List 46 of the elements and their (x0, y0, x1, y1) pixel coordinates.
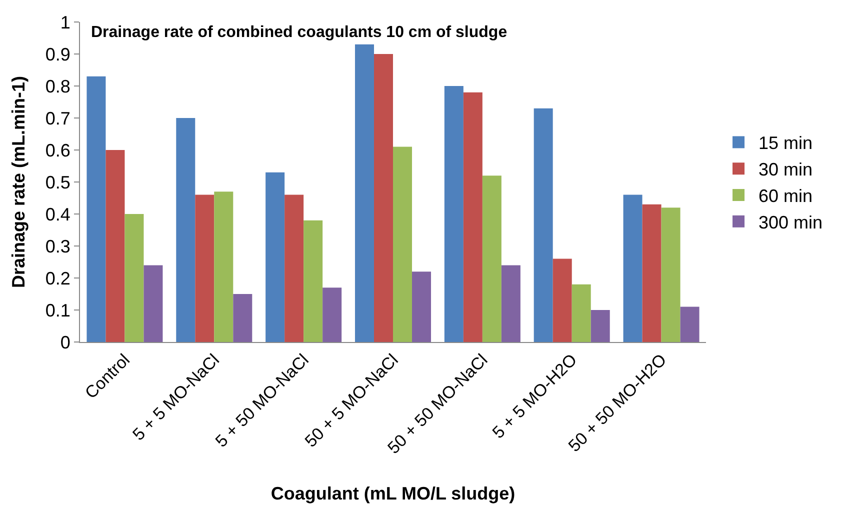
bar (661, 208, 680, 342)
y-tick-label: 0.8 (45, 76, 70, 96)
bar (393, 146, 412, 342)
legend-label: 300 min (758, 212, 823, 232)
bar (572, 284, 591, 342)
bar (412, 272, 432, 342)
y-tick-label: 0.6 (45, 140, 70, 160)
legend-label: 15 min (758, 133, 813, 154)
bar (444, 86, 464, 342)
y-tick-label: 1 (60, 12, 70, 32)
bar (195, 194, 214, 342)
y-tick-label: 0.5 (45, 172, 70, 192)
y-tick-label: 0.2 (45, 268, 70, 288)
bar (534, 108, 553, 342)
x-axis-title: Coagulant (mL MO/L sludge) (270, 484, 516, 504)
legend-label: 60 min (758, 186, 813, 206)
y-tick-label: 0.3 (45, 236, 70, 256)
bar (501, 265, 520, 342)
bar (374, 54, 393, 342)
bar (623, 194, 642, 342)
bar (680, 306, 700, 342)
bar (106, 150, 125, 342)
bar (552, 258, 572, 342)
y-tick-label: 0 (60, 332, 70, 352)
bar (124, 214, 144, 342)
bar (590, 310, 610, 342)
bar (354, 44, 374, 342)
bar (144, 265, 163, 342)
bar (214, 192, 234, 342)
bar (463, 92, 482, 342)
chart-title: Drainage rate of combined coagulants 10 cm of sludge (91, 24, 508, 41)
legend-label: 30 min (758, 160, 813, 180)
bar (304, 220, 323, 342)
bar (266, 172, 285, 342)
bar (86, 76, 106, 342)
bar (176, 118, 196, 342)
y-axis-title: Drainage rate (mL.min-1) (8, 76, 29, 288)
bar (482, 176, 502, 342)
bar (322, 288, 342, 342)
bar (642, 204, 662, 342)
bar (233, 294, 252, 342)
y-tick-label: 0.9 (45, 44, 70, 64)
y-tick-label: 0.4 (45, 204, 70, 224)
y-tick-label: 0.1 (45, 300, 70, 320)
y-tick-label: 0.7 (45, 108, 70, 128)
bar (284, 194, 304, 342)
